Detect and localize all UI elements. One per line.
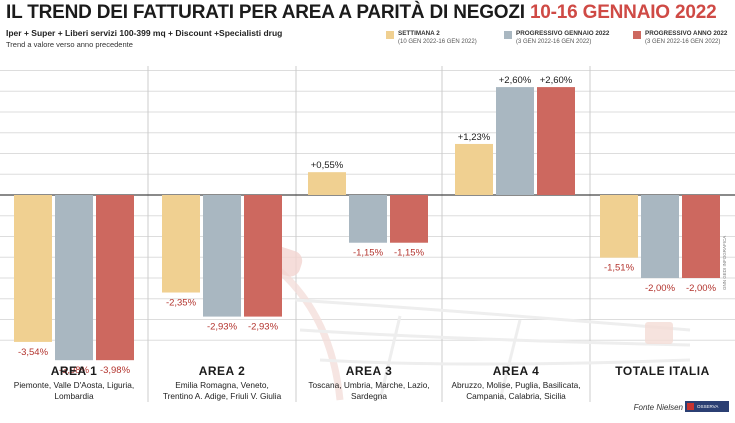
bar-data-label: -1,51%	[604, 263, 635, 274]
bar	[55, 195, 93, 361]
bars-layer	[14, 87, 720, 361]
area-regions-2: Emilia Romagna, Veneto, Trentino A. Adige…	[162, 380, 282, 401]
osserva-italia-logo: OSSERVA ITALIA	[685, 401, 729, 420]
bar-data-label: -2,35%	[166, 298, 197, 309]
area-regions-1: Piemonte, Valle D'Aosta, Liguria, Lombard…	[13, 380, 135, 401]
bar	[244, 195, 282, 317]
bar-data-label: +0,55%	[311, 160, 344, 171]
bar-data-label: +2,60%	[540, 75, 573, 86]
credit-note: GNN GEDI INFOGRAFICA	[722, 235, 727, 290]
area-name-4: AREA 4	[492, 364, 540, 378]
bar	[203, 195, 241, 317]
bar-data-label: +2,60%	[499, 75, 532, 86]
bar-data-label: +1,23%	[458, 132, 491, 143]
area-name-totale: TOTALE ITALIA	[615, 364, 710, 378]
bar	[600, 195, 638, 258]
labels-layer: -3,54% -3,98% -3,98% -2,35% -2,93% -2,93% +0,5…	[18, 75, 717, 376]
bar-data-label: -2,93%	[248, 322, 279, 333]
bar-data-label: -3,98%	[59, 365, 90, 376]
legend-label: PROGRESSIVO ANNO 2022	[645, 30, 728, 37]
legend-swatch	[633, 31, 641, 39]
bar	[537, 87, 575, 195]
legend-label: PROGRESSIVO GENNAIO 2022	[516, 30, 610, 37]
bar-data-label: -1,15%	[353, 248, 384, 259]
chart-subtitle: Iper + Super + Liberi servizi 100-399 mq…	[6, 28, 283, 38]
bar-data-label: -2,00%	[686, 283, 717, 294]
bar	[641, 195, 679, 278]
legend-dates: (10 GEN 2022-16 GEN 2022)	[398, 39, 477, 45]
chart-note: Trend a valore verso anno precedente	[6, 40, 133, 49]
bar	[682, 195, 720, 278]
logo-mark-icon	[687, 403, 694, 410]
bar	[390, 195, 428, 243]
bar	[162, 195, 200, 293]
bar	[96, 195, 134, 361]
bar-data-label: -3,54%	[18, 347, 49, 358]
bar	[496, 87, 534, 195]
legend-swatch	[386, 31, 394, 39]
title-date: 10-16 GENNAIO 2022	[529, 2, 717, 23]
bar	[455, 143, 493, 195]
area-regions-4: Abruzzo, Molise, Puglia, Basilicata, Camp…	[451, 380, 581, 401]
legend-swatch	[504, 31, 512, 39]
bar	[349, 195, 387, 243]
bar	[308, 172, 346, 195]
bar-data-label: -3,98%	[100, 365, 131, 376]
bar-data-label: -2,93%	[207, 322, 238, 333]
legend-dates: (3 GEN 2022-16 GEN 2022)	[645, 39, 721, 45]
area-name-1: AREA 1	[50, 364, 98, 378]
legend-label: SETTIMANA 2	[398, 30, 440, 37]
legend-dates: (3 GEN 2022-16 GEN 2022)	[516, 39, 592, 45]
bar-data-label: -1,15%	[394, 248, 425, 259]
bar	[14, 195, 52, 342]
area-name-3: AREA 3	[345, 364, 393, 378]
bar-data-label: -2,00%	[645, 283, 676, 294]
area-regions-3: Toscana, Umbria, Marche, Lazio, Sardegna	[308, 380, 430, 401]
source-note: Fonte Nielsen	[633, 403, 683, 412]
area-name-2: AREA 2	[198, 364, 246, 378]
chart-title: IL TREND DEI FATTURATI PER AREA A PARITÀ…	[6, 2, 717, 23]
